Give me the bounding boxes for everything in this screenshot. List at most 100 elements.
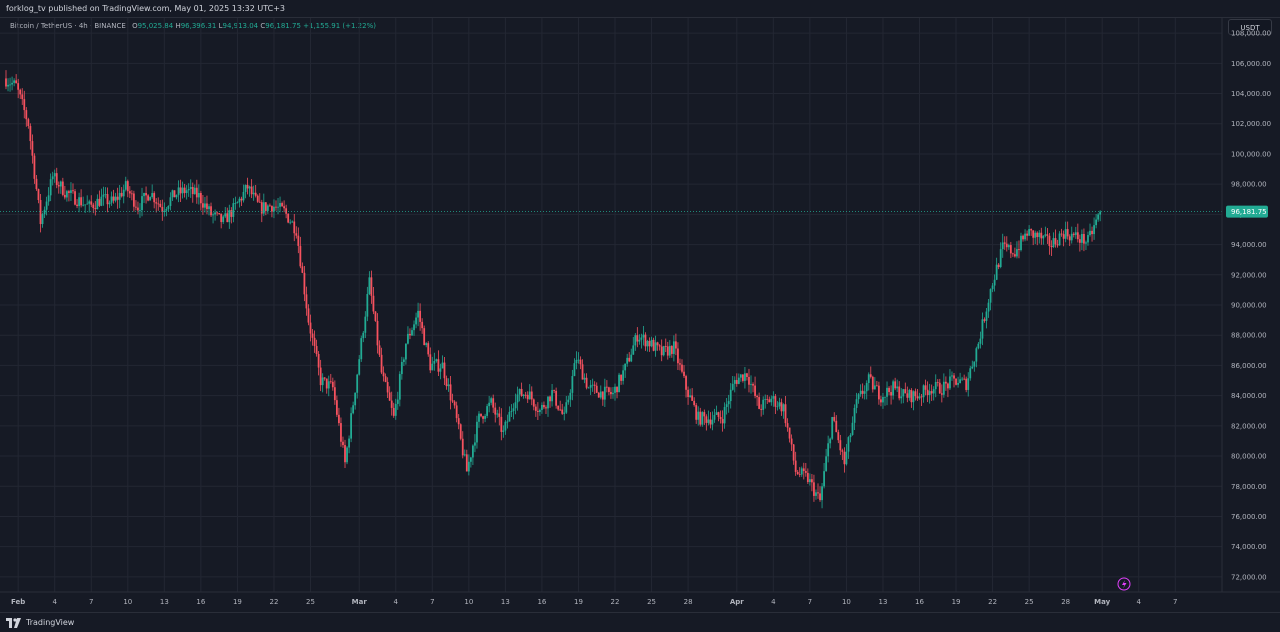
candle xyxy=(49,173,52,202)
candle xyxy=(555,387,558,409)
candle-body xyxy=(425,343,428,346)
candle-body xyxy=(169,197,172,207)
candle-body xyxy=(157,203,160,205)
candle xyxy=(37,188,40,204)
lightning-icon[interactable] xyxy=(1117,577,1131,591)
candle-body xyxy=(614,386,616,393)
candle xyxy=(766,394,769,404)
candle-body xyxy=(719,416,722,420)
candle-body xyxy=(987,302,990,312)
candle xyxy=(433,352,436,371)
candle-body xyxy=(768,399,771,403)
candle-body xyxy=(1089,230,1091,236)
candle-body xyxy=(969,368,972,379)
candle-body xyxy=(29,126,32,142)
candle-body xyxy=(999,249,1002,268)
candle xyxy=(559,400,562,411)
candle xyxy=(882,393,884,409)
candle xyxy=(538,408,541,416)
candle-body xyxy=(930,391,933,394)
candle xyxy=(321,373,324,393)
candle xyxy=(666,341,669,360)
candle xyxy=(632,337,635,355)
candle xyxy=(969,365,972,381)
candle xyxy=(691,388,694,401)
candle-body xyxy=(758,397,761,409)
candle-body xyxy=(605,386,608,388)
candle-body xyxy=(309,322,312,334)
price-tick-label: 80,000.00 xyxy=(1231,453,1267,461)
candle xyxy=(417,302,419,327)
candle-body xyxy=(735,380,738,384)
candle xyxy=(303,266,306,302)
candle-body xyxy=(405,343,407,360)
candle xyxy=(768,396,771,403)
candle xyxy=(82,196,85,207)
candle-body xyxy=(847,437,850,452)
candle xyxy=(543,401,545,410)
time-axis[interactable]: Feb 4 7 10 13 16 19 22 25 Mar 4 7 10 13 16 19 22 25 28 Apr 4… xyxy=(0,591,1280,606)
candle-body xyxy=(595,385,598,393)
candle-body xyxy=(650,339,653,347)
candle-body xyxy=(1032,230,1035,238)
candle-body xyxy=(118,192,121,200)
candle-body xyxy=(70,190,72,193)
candle-body xyxy=(17,83,20,90)
candle-body xyxy=(143,193,145,197)
candle-body xyxy=(350,413,352,439)
candle xyxy=(388,386,391,401)
candle-body xyxy=(122,189,125,197)
candle-body xyxy=(727,401,730,405)
candle xyxy=(947,382,949,398)
candle-body xyxy=(220,213,223,223)
candle xyxy=(1091,226,1093,242)
candle xyxy=(352,401,355,415)
candle-body xyxy=(398,374,401,400)
currency-button[interactable]: USDT xyxy=(1228,19,1272,35)
candle-body xyxy=(167,206,170,209)
candle-body xyxy=(796,471,799,475)
candle-body xyxy=(37,189,40,200)
candle xyxy=(711,411,714,431)
candle xyxy=(338,407,340,426)
candle-body xyxy=(654,342,657,351)
candle xyxy=(756,394,758,406)
candle-body xyxy=(307,308,310,323)
price-chart[interactable]: 72,000.00 74,000.00 76,000.00 78,000.00 80,0… xyxy=(0,18,1280,612)
candle xyxy=(181,181,184,199)
candle-body xyxy=(376,320,379,346)
candle-body xyxy=(798,474,801,475)
candle xyxy=(618,372,620,393)
price-tick-label: 98,000.00 xyxy=(1231,181,1267,189)
candle-body xyxy=(1024,233,1026,240)
candle-body xyxy=(541,404,543,410)
price-axis[interactable]: 72,000.00 74,000.00 76,000.00 78,000.00 80,0… xyxy=(1221,18,1271,592)
symbol-legend: Bitcoin / TetherUS · 4h · BINANCE O95,02… xyxy=(10,22,376,30)
candle xyxy=(910,388,913,408)
candle xyxy=(551,383,553,407)
candle xyxy=(581,359,584,380)
symbol-name[interactable]: Bitcoin / TetherUS · 4h · BINANCE xyxy=(10,22,126,30)
candle-body xyxy=(628,357,631,362)
candle xyxy=(1083,228,1085,252)
time-tick-label: Mar xyxy=(352,598,368,606)
candle xyxy=(644,332,647,351)
footer-bar: TradingView xyxy=(0,612,1280,632)
candle xyxy=(725,398,728,415)
candle-body xyxy=(867,374,870,384)
candle xyxy=(788,427,791,443)
candle xyxy=(141,187,143,217)
candle-body xyxy=(995,264,998,280)
candle-body xyxy=(892,381,895,396)
candle-body xyxy=(228,210,231,223)
candle xyxy=(21,88,24,105)
candle xyxy=(173,190,176,198)
candle xyxy=(1034,230,1037,245)
candle-body xyxy=(449,384,452,401)
candle-body xyxy=(90,201,93,205)
candle xyxy=(683,365,685,378)
candle xyxy=(979,331,982,349)
candle-body xyxy=(815,492,817,496)
candle-body xyxy=(344,445,346,463)
candle-body xyxy=(642,334,645,338)
